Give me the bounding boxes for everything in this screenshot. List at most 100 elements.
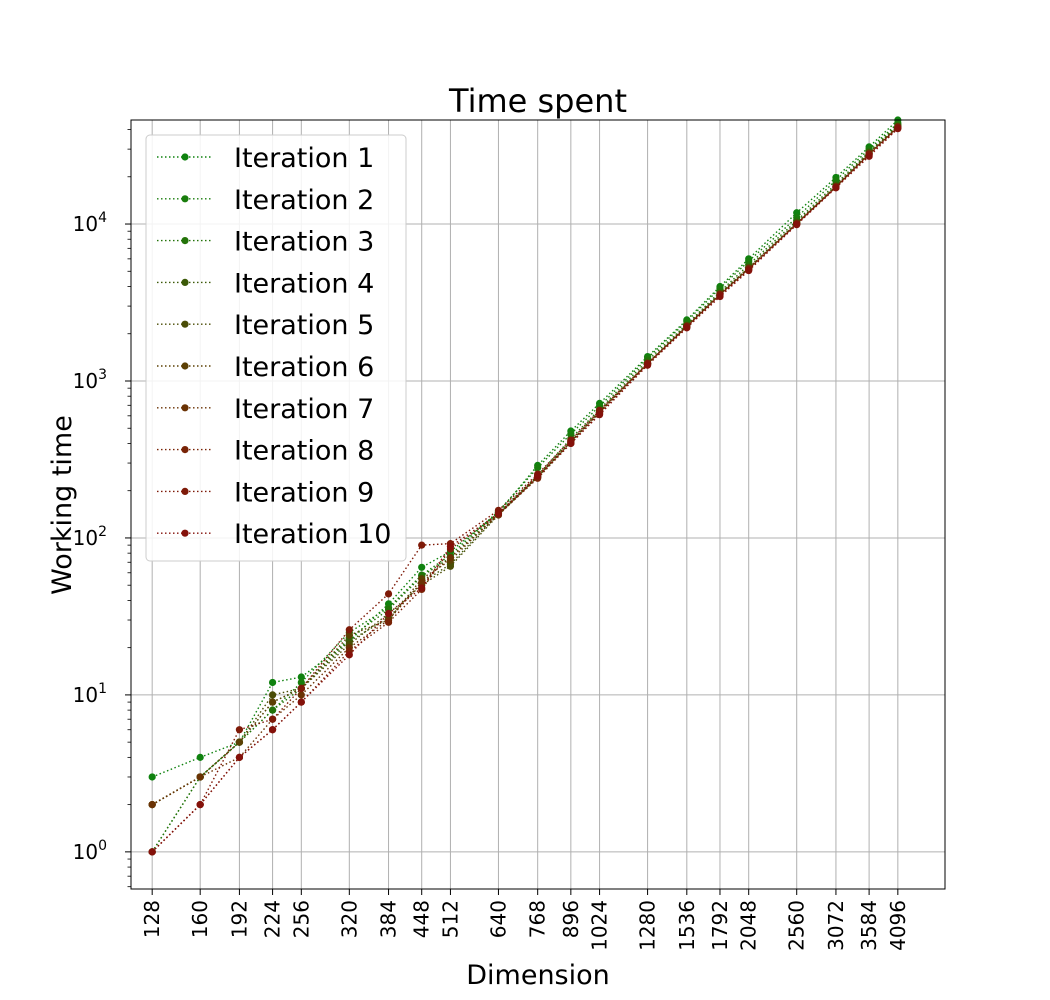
data-point [384, 590, 393, 598]
x-tick-label: 192 [227, 900, 251, 938]
x-tick-label: 1792 [708, 900, 732, 951]
data-point [268, 678, 277, 687]
data-point [345, 626, 353, 634]
data-point [235, 738, 244, 746]
data-point [595, 411, 604, 419]
legend-marker [181, 278, 189, 286]
data-point [297, 691, 305, 699]
x-tick-label: 256 [289, 900, 313, 938]
data-point [297, 678, 305, 687]
data-point [384, 609, 393, 618]
legend-item: Iteration 2 [157, 185, 374, 216]
data-point [894, 125, 902, 133]
y-tick-label: 103 [73, 367, 107, 393]
data-point [297, 698, 305, 706]
data-point [268, 698, 277, 706]
data-point [148, 773, 156, 781]
x-tick-label: 2048 [737, 900, 761, 951]
data-point [297, 673, 305, 681]
y-tick-label: 101 [73, 681, 107, 707]
data-point [534, 464, 542, 472]
legend-item: Iteration 6 [157, 352, 374, 383]
legend-label: Iteration 3 [234, 227, 374, 258]
legend-label: Iteration 2 [234, 185, 374, 216]
legend-marker [181, 237, 189, 245]
x-tick-label: 4096 [886, 900, 910, 951]
legend-item: Iteration 8 [157, 436, 374, 467]
legend-marker [181, 153, 189, 161]
legend-item: Iteration 5 [157, 310, 374, 341]
x-tick-label: 3584 [857, 900, 881, 951]
x-tick-label: 640 [486, 900, 510, 938]
x-axis-label: Dimension [466, 960, 610, 991]
legend-label: Iteration 1 [234, 143, 374, 174]
legend-label: Iteration 10 [234, 519, 391, 550]
data-point [832, 184, 840, 192]
legend-marker [181, 320, 189, 328]
legend-item: Iteration 7 [157, 394, 374, 425]
data-point [268, 706, 277, 714]
legend-label: Iteration 9 [234, 477, 374, 508]
series-line [151, 124, 899, 853]
x-tick-label: 320 [337, 900, 361, 938]
data-point [196, 801, 204, 809]
legend: Iteration 1 Iteration 2 Iteration 3 Iterati… [145, 134, 407, 562]
data-point [683, 324, 691, 332]
data-point [268, 715, 277, 723]
x-axis: 128 160 192 224 256 320 384 448 512 640 768 896 1024… [140, 889, 910, 951]
x-tick-label: 128 [140, 900, 164, 938]
data-point [196, 773, 204, 781]
y-tick-label: 100 [73, 838, 107, 864]
data-point [643, 361, 652, 369]
data-point [534, 472, 542, 480]
series-layer [148, 116, 902, 856]
data-point [865, 152, 873, 160]
legend-marker [181, 446, 189, 454]
legend-item: Iteration 10 [157, 519, 391, 550]
y-axis-label: Working time [47, 415, 78, 595]
y-tick-label: 104 [73, 210, 107, 236]
data-point [148, 801, 156, 809]
x-tick-label: 3072 [824, 900, 848, 951]
legend-label: Iteration 5 [234, 310, 374, 341]
data-point [446, 553, 455, 562]
legend-item: Iteration 1 [157, 143, 374, 174]
x-tick-label: 448 [410, 900, 434, 938]
data-point [418, 541, 426, 549]
legend-item: Iteration 3 [157, 227, 374, 258]
data-point [418, 563, 426, 571]
data-point [268, 726, 277, 734]
legend-label: Iteration 8 [234, 436, 374, 467]
legend-item: Iteration 4 [157, 268, 374, 299]
x-tick-label: 1536 [675, 900, 699, 951]
data-point [446, 562, 455, 570]
x-tick-label: 512 [438, 900, 462, 938]
data-point [745, 266, 753, 275]
legend-marker [181, 404, 189, 412]
data-point [235, 726, 244, 734]
legend-marker [181, 487, 189, 495]
legend-box [145, 134, 407, 562]
legend-marker [181, 195, 189, 203]
x-tick-label: 1024 [588, 900, 612, 951]
data-point [446, 543, 455, 551]
data-point [345, 651, 353, 659]
legend-marker [181, 362, 189, 370]
legend-item: Iteration 9 [157, 477, 374, 508]
data-point [345, 631, 353, 639]
data-point [268, 691, 277, 699]
data-point [793, 221, 801, 229]
x-tick-label: 768 [526, 900, 550, 938]
series-iteration-10 [148, 125, 902, 856]
data-point [567, 439, 575, 448]
data-point [716, 292, 724, 301]
data-point [148, 848, 156, 856]
legend-label: Iteration 4 [234, 268, 374, 299]
legend-label: Iteration 7 [234, 394, 374, 425]
x-tick-label: 160 [188, 900, 212, 938]
data-point [297, 684, 305, 693]
x-tick-label: 384 [377, 900, 401, 938]
data-point [235, 753, 244, 761]
legend-label: Iteration 6 [234, 352, 374, 383]
